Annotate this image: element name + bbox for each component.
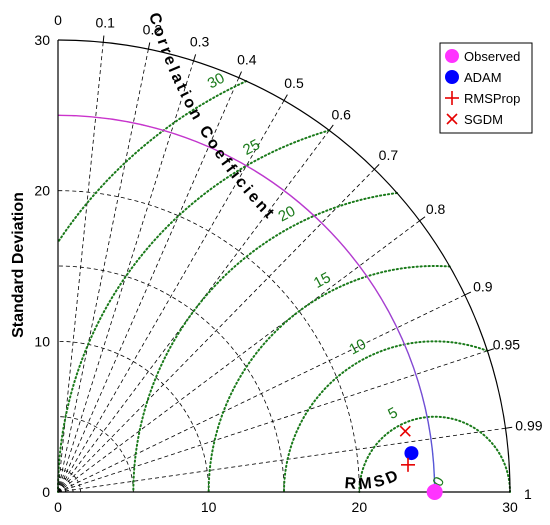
rmsd-label-15: 15 bbox=[311, 269, 334, 292]
std-ring-20 bbox=[57, 190, 360, 493]
rmsd-title-path: RMSD bbox=[344, 466, 401, 493]
legend: Observed ADAM RMSProp SGDM bbox=[439, 42, 533, 134]
corr-label-0.4: 0.4 bbox=[237, 51, 257, 67]
rmsd-contours bbox=[57, 80, 511, 493]
y-axis-title: Standard Deviation bbox=[10, 192, 27, 338]
correlation-ray-0.8 bbox=[57, 220, 420, 493]
legend-label-rmsprop: RMSProp bbox=[464, 91, 520, 106]
rmsd-label-20: 20 bbox=[276, 203, 299, 226]
legend-label-observed: Observed bbox=[464, 49, 520, 64]
reference-std-arc bbox=[57, 114, 436, 493]
outer-arc bbox=[57, 39, 511, 493]
corr-label-0.2: 0.2 bbox=[143, 22, 163, 38]
data-points bbox=[399, 425, 443, 500]
correlation-ray-0.7 bbox=[57, 168, 375, 493]
rmsd-contour-20 bbox=[132, 192, 398, 493]
correlation-grid bbox=[57, 42, 506, 493]
corr-tick-mark-0.2 bbox=[147, 42, 151, 50]
correlation-axis-title: Correlation Coefficient bbox=[145, 11, 279, 224]
corr-label-0: 0 bbox=[54, 12, 62, 28]
y-tick-label-30: 30 bbox=[34, 32, 50, 48]
corr-label-0.99: 0.99 bbox=[515, 417, 542, 433]
point-adam bbox=[404, 446, 419, 461]
legend-label-adam: ADAM bbox=[464, 70, 502, 85]
corr-label-0.1: 0.1 bbox=[95, 14, 115, 30]
corr-label-0.6: 0.6 bbox=[331, 106, 351, 122]
correlation-axis-title-path: Correlation Coefficient bbox=[145, 11, 276, 224]
rmsd-label-30: 30 bbox=[205, 70, 228, 93]
x-tick-label-30: 30 bbox=[502, 499, 518, 515]
point-rmsprop bbox=[401, 457, 416, 472]
corr-tick-mark-0.1 bbox=[102, 35, 105, 43]
corr-tick-mark-0.95 bbox=[487, 348, 494, 352]
legend-marker-sgdm bbox=[446, 113, 458, 125]
rmsd-label-10: 10 bbox=[346, 336, 369, 359]
y-tick-label-0: 0 bbox=[42, 484, 50, 500]
corr-tick-mark-0.8 bbox=[419, 216, 426, 222]
legend-label-sgdm: SGDM bbox=[464, 112, 503, 127]
correlation-tick-labels: 0 0.1 0.2 0.3 0.4 0.5 0.6 0.7 0.8 0.9 0.95 0.99 1 bbox=[54, 12, 543, 502]
rmsd-contour-10 bbox=[283, 340, 489, 493]
point-sgdm bbox=[399, 425, 411, 437]
correlation-ray-0.99 bbox=[57, 427, 506, 493]
corr-label-0.5: 0.5 bbox=[284, 75, 304, 91]
rmsd-contour-25 bbox=[57, 129, 331, 493]
corr-label-0.7: 0.7 bbox=[379, 147, 399, 163]
std-ring-15 bbox=[57, 265, 285, 493]
legend-marker-adam bbox=[445, 70, 459, 84]
rmsd-contour-15 bbox=[207, 265, 451, 493]
x-tick-label-0: 0 bbox=[54, 499, 62, 515]
std-ring-5 bbox=[57, 416, 134, 493]
std-ring-10 bbox=[57, 340, 210, 493]
corr-tick-mark-0.9 bbox=[464, 291, 472, 296]
y-tick-label-20: 20 bbox=[34, 183, 50, 199]
rmsd-contour-5 bbox=[358, 415, 511, 493]
corr-tick-mark-0.6 bbox=[328, 124, 334, 131]
x-tick-label-20: 20 bbox=[352, 499, 368, 515]
std-inner-ring-1 bbox=[57, 476, 74, 493]
corr-label-0.95: 0.95 bbox=[493, 337, 520, 353]
corr-tick-mark-0.5 bbox=[283, 94, 288, 101]
corr-label-0.9: 0.9 bbox=[473, 278, 493, 294]
corr-tick-mark-0.4 bbox=[238, 71, 242, 78]
std-inner-ring-2 bbox=[57, 469, 81, 493]
corr-label-1: 1 bbox=[524, 486, 532, 502]
legend-marker-rmsprop bbox=[445, 91, 459, 105]
rmsd-contour-30 bbox=[57, 80, 248, 244]
point-observed bbox=[426, 484, 443, 500]
y-tick-label-10: 10 bbox=[34, 333, 50, 349]
corr-label-0.3: 0.3 bbox=[190, 34, 210, 50]
corr-tick-mark-0.3 bbox=[193, 54, 197, 61]
rmsd-label-5: 5 bbox=[385, 404, 400, 423]
reference-arc-group bbox=[57, 114, 436, 493]
corr-tick-mark-0.99 bbox=[505, 426, 513, 429]
correlation-ray-0.5 bbox=[57, 100, 285, 493]
legend-marker-observed bbox=[445, 49, 459, 63]
x-tick-label-10: 10 bbox=[201, 499, 217, 515]
rmsd-label-25: 25 bbox=[240, 136, 263, 159]
rmsd-title: RMSD bbox=[344, 466, 404, 493]
corr-label-0.8: 0.8 bbox=[426, 201, 446, 217]
corr-tick-mark-0.7 bbox=[374, 164, 380, 170]
tick-labels: 00 10 10 20 20 30 30 bbox=[34, 32, 518, 515]
